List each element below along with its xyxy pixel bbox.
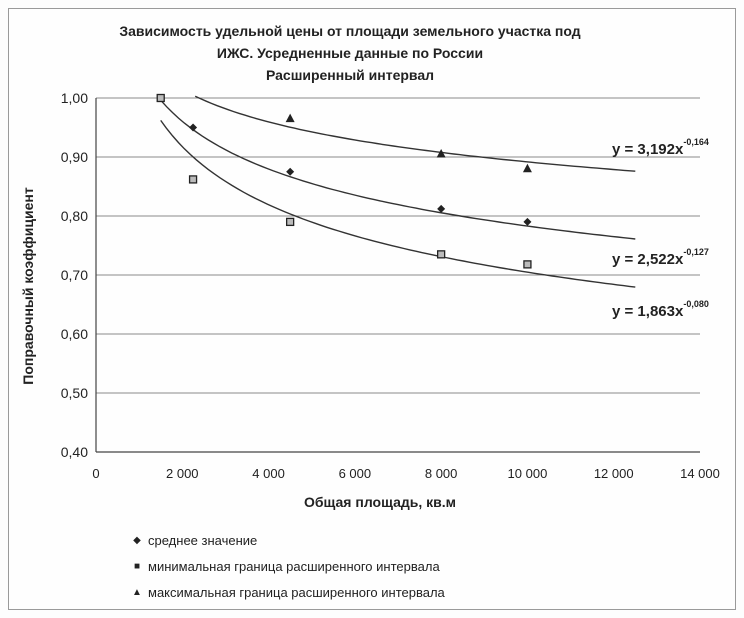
legend-label-min: минимальная граница расширенного интерва… (148, 559, 440, 574)
data-point-mean (189, 123, 198, 132)
trend-line-3 (194, 95, 636, 172)
chart-title-line-3: Расширенный интервал (265, 67, 435, 83)
chart-title-line-2: ИЖС. Усредненные данные по России (216, 45, 484, 61)
chart-title-line-1: Зависимость удельной цены от площади зем… (119, 23, 581, 39)
legend: ◆ среднее значение ■ минимальная граница… (130, 528, 445, 606)
trend-equation-2-exponent: -0,127 (683, 247, 709, 257)
data-point-mean (286, 167, 295, 176)
gridlines (96, 97, 700, 394)
data-point-min (285, 217, 295, 227)
y-tick-label: 0,80 (61, 208, 88, 224)
data-point-min (436, 250, 446, 259)
trend-lines (160, 95, 636, 288)
trend-equation-3: y = 1,863x-0,080 (612, 299, 709, 320)
trend-equation-3-exponent: -0,080 (683, 299, 709, 309)
data-point-min (523, 260, 532, 269)
legend-item-max: ▲ максимальная граница расширенного инте… (130, 580, 445, 606)
x-tick-label: 0 (92, 466, 99, 481)
x-tick-labels: 0 2 000 4 000 6 000 8 000 10 000 12 000 14 000 (92, 466, 720, 481)
legend-item-mean: ◆ среднее значение (130, 528, 445, 554)
data-point-min (156, 93, 165, 103)
y-tick-label: 0,60 (61, 326, 88, 342)
legend-label-max: максимальная граница расширенного интерв… (148, 585, 445, 600)
data-point-max (285, 113, 295, 123)
data-point-min (188, 175, 198, 184)
legend-label-mean: среднее значение (148, 533, 258, 548)
data-point-mean (437, 204, 446, 213)
x-tick-label: 6 000 (339, 466, 372, 481)
trend-equation-1-text: y = 3,192x (612, 141, 684, 158)
x-tick-label: 2 000 (166, 466, 199, 481)
triangle-marker-icon: ▲ (132, 587, 142, 598)
trend-line-1 (160, 99, 636, 240)
x-tick-label: 12 000 (594, 466, 634, 481)
diamond-marker-icon: ◆ (133, 535, 141, 546)
y-tick-label: 1,00 (61, 90, 88, 106)
x-tick-label: 8 000 (425, 466, 458, 481)
y-tick-label: 0,90 (61, 149, 88, 165)
trend-line-2 (160, 119, 636, 288)
trend-equation-1: y = 3,192x-0,164 (612, 137, 709, 158)
axes (95, 98, 700, 453)
x-tick-label: 14 000 (680, 466, 720, 481)
data-point-max (522, 163, 532, 173)
trend-equation-2-text: y = 2,522x (612, 251, 684, 268)
trend-equation-1-exponent: -0,164 (683, 137, 709, 147)
trend-equation-3-text: y = 1,863x (612, 303, 684, 320)
trend-equation-2: y = 2,522x-0,127 (612, 247, 709, 268)
y-tick-label: 0,70 (61, 267, 88, 283)
data-point-max (436, 149, 446, 158)
chart-frame (8, 8, 736, 610)
x-tick-label: 4 000 (252, 466, 285, 481)
legend-item-min: ■ минимальная граница расширенного интер… (130, 554, 445, 580)
data-points (156, 93, 532, 269)
data-point-mean (523, 217, 532, 226)
square-marker-icon: ■ (133, 561, 141, 572)
y-tick-label: 0,50 (61, 385, 88, 401)
chart-title: Зависимость удельной цены от площади зем… (100, 20, 600, 86)
x-tick-label: 10 000 (508, 466, 548, 481)
x-axis-label: Общая площадь, кв.м (304, 494, 456, 510)
y-tick-labels: 0,40 0,50 0,60 0,70 0,80 0,90 1,00 (61, 90, 88, 460)
y-tick-label: 0,40 (61, 444, 88, 460)
y-axis-label: Поправочный коэффициент (20, 187, 36, 385)
